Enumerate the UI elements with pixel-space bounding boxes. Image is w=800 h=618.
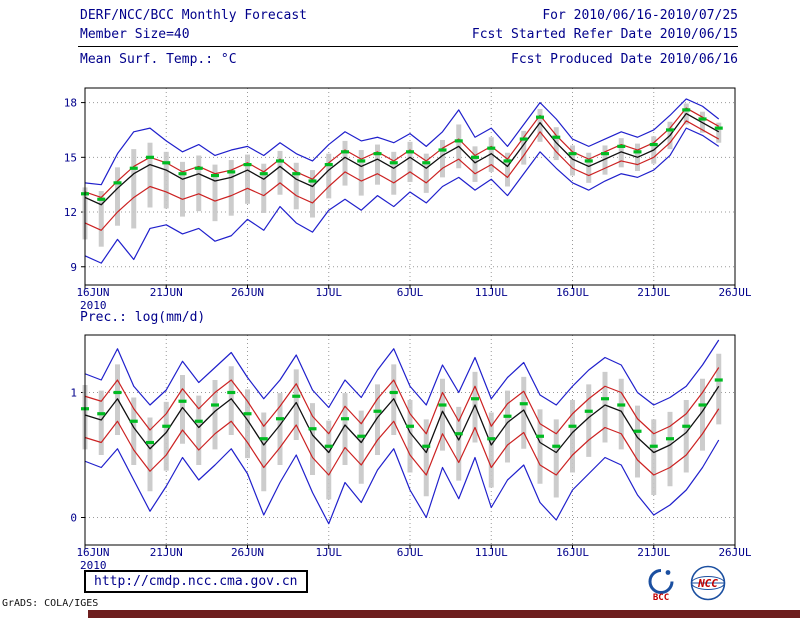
y-tick-label: 18 bbox=[64, 97, 77, 110]
temp-chart-title: Mean Surf. Temp.: °C bbox=[80, 52, 237, 67]
series-ensemble-mean bbox=[81, 378, 723, 448]
source-url: http://cmdp.ncc.cma.gov.cn bbox=[84, 570, 308, 593]
x-tick-label: 21JUN bbox=[150, 286, 183, 299]
header-divider bbox=[78, 46, 738, 47]
x-tick-label: 6JUL bbox=[397, 546, 424, 559]
x-tick-label: 1JUL bbox=[316, 546, 343, 559]
prec-chart-title: Prec.: log(mm/d) bbox=[80, 310, 206, 325]
plot-frame bbox=[84, 87, 736, 286]
page-title: DERF/NCC/BCC Monthly Forecast bbox=[80, 8, 307, 23]
spread-bars bbox=[82, 103, 722, 247]
bcc-dot-icon bbox=[665, 570, 671, 575]
y-tick-label: 0 bbox=[70, 512, 77, 525]
x-tick-label: 26JUN bbox=[231, 546, 264, 559]
x-tick-label: 11JUL bbox=[475, 286, 508, 299]
ncc-logo: NCC bbox=[690, 565, 726, 601]
x-tick-label: 11JUL bbox=[475, 546, 508, 559]
y-tick-label: 9 bbox=[70, 261, 77, 274]
series-lower-mid bbox=[84, 120, 720, 231]
bcc-logo-label: BCC bbox=[653, 593, 669, 603]
x-tick-label: 16JUL bbox=[556, 546, 589, 559]
series-upper-bound bbox=[84, 98, 720, 186]
fcst-start-date-label: Fcst Started Refer Date 2010/06/15 bbox=[471, 27, 738, 42]
series-lower-bound bbox=[84, 127, 720, 264]
x-tick-label: 21JUL bbox=[637, 546, 670, 559]
x-year-label: 2010 bbox=[80, 559, 107, 572]
series-median bbox=[84, 112, 720, 206]
bcc-logo: BCC bbox=[648, 569, 674, 603]
x-tick-label: 16JUN bbox=[76, 286, 109, 299]
ncc-logo-label: NCC bbox=[697, 577, 718, 590]
series-ensemble-mean bbox=[81, 108, 723, 201]
x-tick-label: 16JUN bbox=[76, 546, 109, 559]
series-median bbox=[84, 385, 720, 454]
x-year-label: 2010 bbox=[80, 299, 107, 312]
plot-frame bbox=[84, 334, 736, 546]
y-tick-label: 12 bbox=[64, 206, 77, 219]
x-tick-label: 21JUN bbox=[150, 546, 183, 559]
series-lines bbox=[84, 339, 720, 525]
x-tick-label: 21JUL bbox=[637, 286, 670, 299]
fcst-produced-date-label: Fcst Produced Date 2010/06/16 bbox=[511, 52, 738, 67]
y-tick-label: 15 bbox=[64, 151, 77, 164]
x-tick-label: 26JUL bbox=[718, 546, 751, 559]
grads-credit: GrADS: COLA/IGES bbox=[2, 598, 99, 609]
y-tick-label: 1 bbox=[70, 387, 77, 400]
member-size-label: Member Size=40 bbox=[80, 27, 190, 42]
series-lower-mid bbox=[84, 408, 720, 476]
x-tick-label: 6JUL bbox=[397, 286, 424, 299]
bottom-bar bbox=[88, 610, 800, 618]
series-lines bbox=[84, 98, 720, 264]
series-upper-mid bbox=[84, 367, 720, 435]
x-tick-label: 26JUN bbox=[231, 286, 264, 299]
spread-bars bbox=[82, 353, 722, 500]
series-lower-bound bbox=[84, 439, 720, 525]
x-tick-label: 26JUL bbox=[718, 286, 751, 299]
x-tick-label: 16JUL bbox=[556, 286, 589, 299]
bcc-swirl-icon bbox=[648, 569, 674, 594]
series-upper-mid bbox=[84, 107, 720, 199]
forecast-range-label: For 2010/06/16-2010/07/25 bbox=[542, 8, 738, 23]
x-tick-label: 1JUL bbox=[316, 286, 343, 299]
series-upper-bound bbox=[84, 339, 720, 409]
